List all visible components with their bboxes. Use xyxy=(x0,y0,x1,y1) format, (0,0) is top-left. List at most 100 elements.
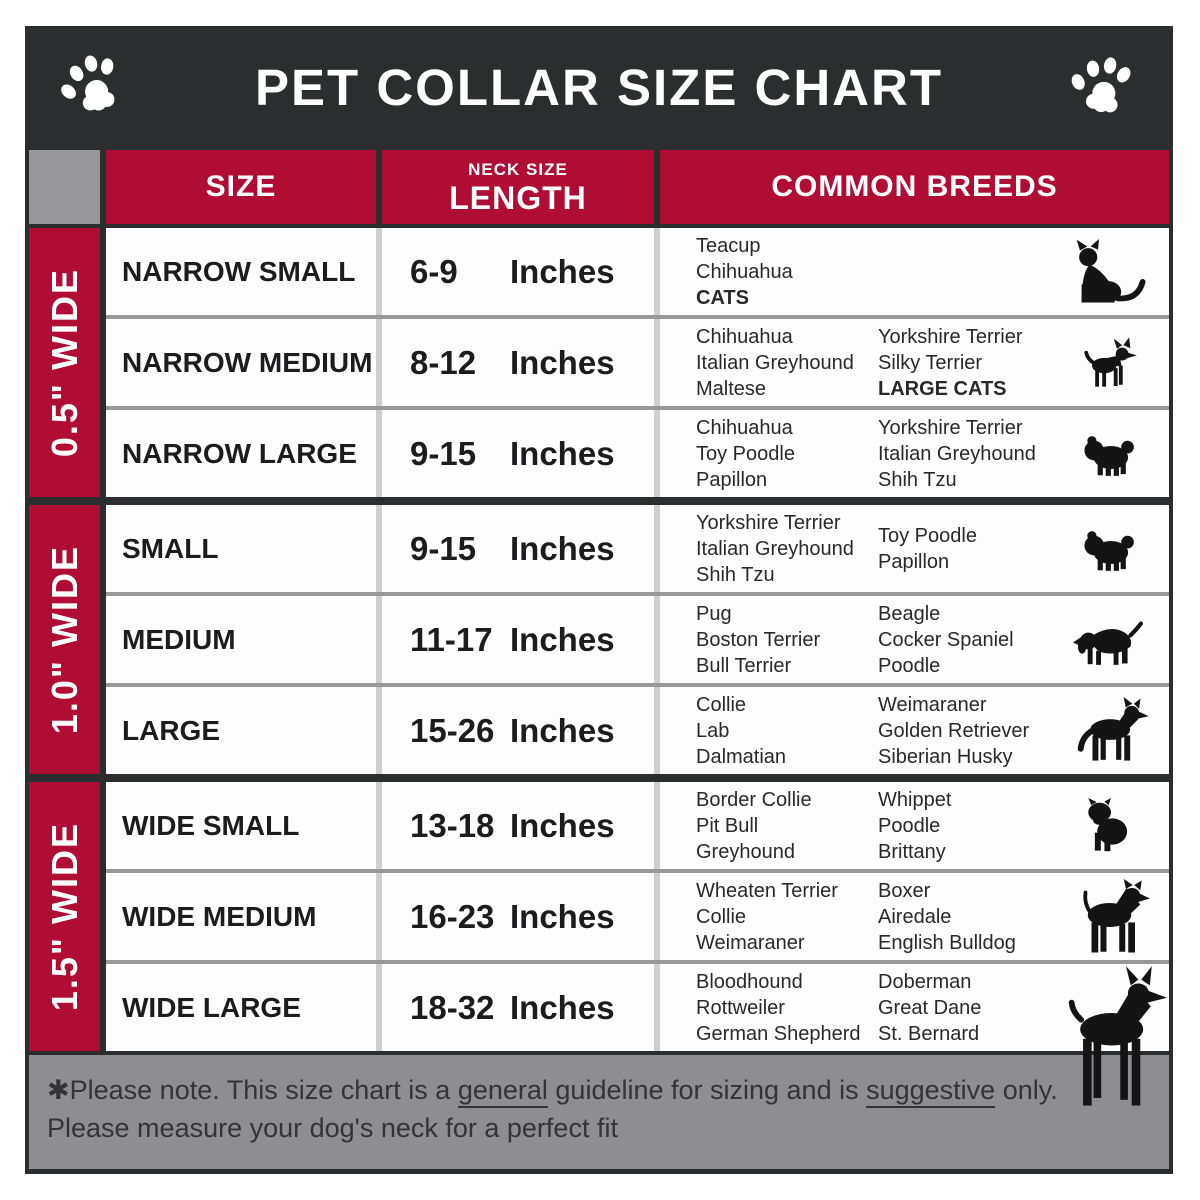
breed-line: Collie xyxy=(696,905,747,928)
breed-line: Rottweiler xyxy=(696,996,785,1019)
neck-range: 8-12 xyxy=(410,343,477,381)
chihuahua-icon xyxy=(1084,336,1137,387)
neck-range: 9-15 xyxy=(410,529,477,567)
unit-label: Inches xyxy=(510,343,615,381)
breed-line: St. Bernard xyxy=(878,1022,980,1045)
column-header-breeds: COMMON BREEDS xyxy=(660,150,1169,224)
breed-line: Whippet xyxy=(878,788,952,811)
breed-line: Doberman xyxy=(878,970,972,993)
length-cell: 18-32 Inches xyxy=(382,964,654,1051)
breed-line: Poodle xyxy=(878,654,941,677)
breed-line: Italian Greyhound xyxy=(696,351,854,374)
breed-line: Weimaraner xyxy=(878,693,987,716)
breed-line: Shih Tzu xyxy=(696,563,775,586)
neck-size-label: NECK SIZE xyxy=(468,159,568,179)
breed-line: Boxer xyxy=(878,879,931,902)
breed-line: Greyhound xyxy=(696,840,795,863)
width-label: 1.5" WIDE xyxy=(43,821,85,1012)
breed-line: Shih Tzu xyxy=(878,468,957,491)
breeds-cell: Chihuahua Toy Poodle Papillon Yorkshire … xyxy=(660,410,1169,497)
length-cell: 16-23 Inches xyxy=(382,873,654,960)
corner-spacer xyxy=(29,150,100,224)
breed-line: Golden Retriever xyxy=(878,719,1030,742)
table-row: NARROW MEDIUM 8-12 Inches Chihuahua Ital… xyxy=(106,319,1169,406)
breed-line: LARGE CATS xyxy=(878,377,1007,400)
size-cell: WIDE LARGE xyxy=(106,964,376,1051)
table-row: LARGE 15-26 Inches Collie Lab Dalmatian … xyxy=(106,687,1169,774)
footnote-bar: ✱Please note. This size chart is a gener… xyxy=(29,1055,1169,1169)
shih-tzu-icon xyxy=(1084,530,1134,571)
breeds-cell: Collie Lab Dalmatian Weimaraner Golden R… xyxy=(660,687,1169,774)
table-row: WIDE SMALL 13-18 Inches Border Collie Pi… xyxy=(106,782,1169,869)
breed-line: Brittany xyxy=(878,840,946,863)
column-header-length: NECK SIZE LENGTH xyxy=(382,150,654,224)
breed-line: German Shepherd xyxy=(696,1022,861,1045)
breed-line: Great Dane xyxy=(878,996,982,1019)
size-cell: NARROW SMALL xyxy=(106,228,376,315)
neck-range: 16-23 xyxy=(410,897,495,935)
size-cell: WIDE MEDIUM xyxy=(106,873,376,960)
breed-line: Toy Poodle xyxy=(696,442,795,465)
pitbull-icon xyxy=(1083,879,1150,953)
width-label: 0.5" WIDE xyxy=(43,267,85,458)
breed-line: Yorkshire Terrier xyxy=(878,416,1023,439)
breed-line: English Bulldog xyxy=(878,931,1016,954)
breed-line: Lab xyxy=(696,719,730,742)
table-row: WIDE LARGE 18-32 Inches Bloodhound Rottw… xyxy=(106,964,1169,1106)
length-cell: 9-15 Inches xyxy=(382,505,654,592)
breed-line: Chihuahua xyxy=(696,260,793,283)
beagle-icon xyxy=(1073,620,1143,665)
group-sidebar: 0.5" WIDE xyxy=(29,228,100,497)
breed-line: Yorkshire Terrier xyxy=(878,325,1023,348)
breed-line: Pit Bull xyxy=(696,814,759,837)
breed-line: Maltese xyxy=(696,377,767,400)
length-cell: 6-9 Inches xyxy=(382,228,654,315)
size-cell: SMALL xyxy=(106,505,376,592)
breed-line: Siberian Husky xyxy=(878,745,1013,768)
title-band: .paw .ink{fill:#ffffff;} PET COLLAR SIZE… xyxy=(25,26,1173,148)
breed-line: Weimaraner xyxy=(696,931,805,954)
length-label: LENGTH xyxy=(449,179,587,216)
neck-range: 11-17 xyxy=(410,620,493,658)
breed-line: Poodle xyxy=(878,814,941,837)
unit-label: Inches xyxy=(510,252,615,290)
breed-line: Bloodhound xyxy=(696,970,803,993)
neck-range: 18-32 xyxy=(410,988,495,1026)
paw-icon xyxy=(1071,57,1131,113)
neck-range: 13-18 xyxy=(410,806,495,844)
unit-label: Inches xyxy=(510,897,615,935)
group-sidebar: 1.5" WIDE xyxy=(29,782,100,1051)
column-header-row: SIZE NECK SIZE LENGTH COMMON BREEDS xyxy=(29,150,1169,224)
width-group-1-5: 1.5" WIDE WIDE SMALL 13-18 Inches Border… xyxy=(29,782,1169,1106)
breed-line: CATS xyxy=(696,286,749,309)
neck-range: 15-26 xyxy=(410,711,495,749)
neck-range: 9-15 xyxy=(410,434,477,472)
width-group-1-0: 1.0" WIDE SMALL 9-15 Inches Yorkshire Te… xyxy=(29,505,1169,774)
chart-frame: .paw .ink{fill:#ffffff;} PET COLLAR SIZE… xyxy=(25,26,1173,1174)
breeds-cell: Border Collie Pit Bull Greyhound Whippet… xyxy=(660,782,1169,869)
breed-line: Teacup xyxy=(696,234,761,257)
unit-label: Inches xyxy=(510,434,615,472)
unit-label: Inches xyxy=(510,620,615,658)
group-sidebar: 1.0" WIDE xyxy=(29,505,100,774)
unit-label: Inches xyxy=(510,988,615,1026)
breed-line: Boston Terrier xyxy=(696,628,821,651)
unit-label: Inches xyxy=(510,806,615,844)
size-cell: WIDE SMALL xyxy=(106,782,376,869)
breed-line: Yorkshire Terrier xyxy=(696,511,841,534)
cat-icon xyxy=(1076,238,1146,303)
breed-line: Papillon xyxy=(878,550,950,573)
breeds-cell: Teacup Chihuahua CATS xyxy=(660,228,1169,315)
size-cell: NARROW LARGE xyxy=(106,410,376,497)
width-group-0-5: 0.5" WIDE NARROW SMALL 6-9 Inches Teacup… xyxy=(29,228,1169,497)
table-row: WIDE MEDIUM 16-23 Inches Wheaten Terrier… xyxy=(106,873,1169,960)
width-label: 1.0" WIDE xyxy=(43,544,85,735)
size-cell: NARROW MEDIUM xyxy=(106,319,376,406)
length-cell: 11-17 Inches xyxy=(382,596,654,683)
breed-line: Silky Terrier xyxy=(878,351,983,374)
table-row: MEDIUM 11-17 Inches Pug Boston Terrier B… xyxy=(106,596,1169,683)
shih-tzu-icon xyxy=(1084,435,1134,476)
size-cell: LARGE xyxy=(106,687,376,774)
table-row: NARROW SMALL 6-9 Inches Teacup Chihuahua… xyxy=(106,228,1169,315)
